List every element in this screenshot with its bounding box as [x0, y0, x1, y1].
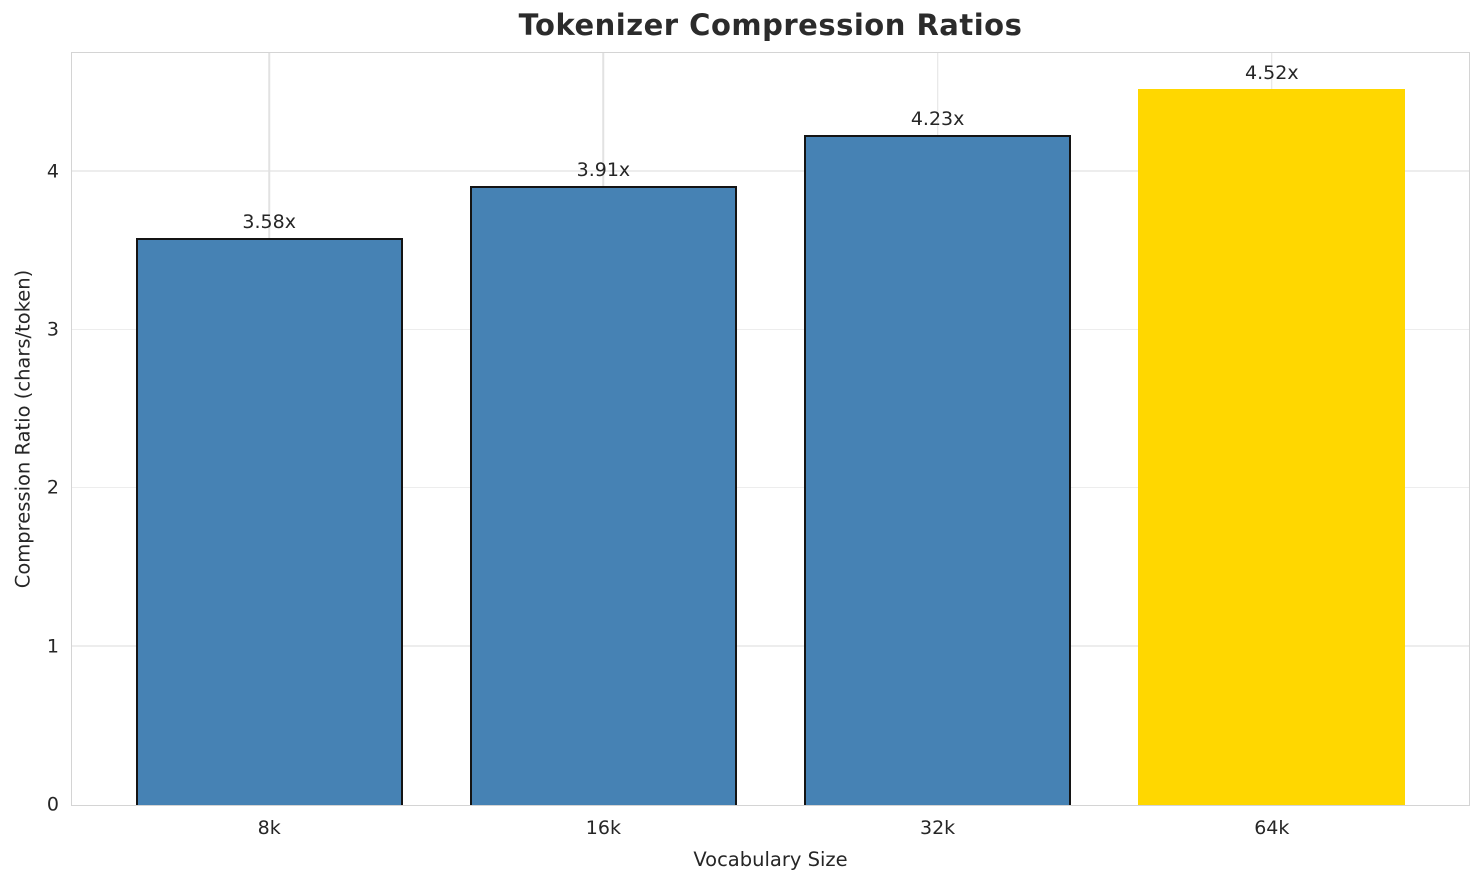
bar-layer: 3.58x 3.91x 4.23x 4.52x	[72, 53, 1469, 805]
bar-32k	[803, 135, 1072, 805]
x-tick-label-32k: 32k	[920, 817, 956, 839]
y-tick-label-1: 1	[46, 635, 59, 658]
h-gridline-4	[72, 170, 1469, 172]
y-tick-label-3: 3	[46, 318, 59, 341]
h-gridline-1	[72, 645, 1469, 647]
x-tick-label-64k: 64k	[1254, 817, 1290, 839]
bar-value-label-32k: 4.23x	[910, 108, 965, 131]
y-tick-label-2: 2	[46, 476, 59, 499]
bar-value-label-16k: 3.91x	[576, 159, 631, 181]
bar-8k	[135, 238, 403, 805]
y-tick-label-0: 0	[46, 793, 59, 816]
y-axis-label: Compression Ratio (chars/token)	[11, 269, 35, 589]
chart-title: Tokenizer Compression Ratios	[518, 8, 1023, 42]
x-tick-label-8k: 8k	[257, 817, 281, 839]
bar-64k	[1138, 89, 1406, 805]
bar-value-label-64k: 4.52x	[1245, 62, 1299, 85]
h-gridline-2	[72, 486, 1469, 489]
bar-value-label-8k: 3.58x	[242, 211, 296, 234]
x-axis-label: Vocabulary Size	[693, 848, 848, 871]
plot-area: 3.58x 3.91x 4.23x 4.52x 0 1 2 3 4 8k 16k 32k 64k	[47, 52, 1470, 838]
bar-16k	[469, 186, 738, 805]
h-gridline-3	[72, 328, 1469, 331]
y-tick-label-4: 4	[46, 160, 59, 183]
x-tick-label-16k: 16k	[585, 817, 621, 839]
